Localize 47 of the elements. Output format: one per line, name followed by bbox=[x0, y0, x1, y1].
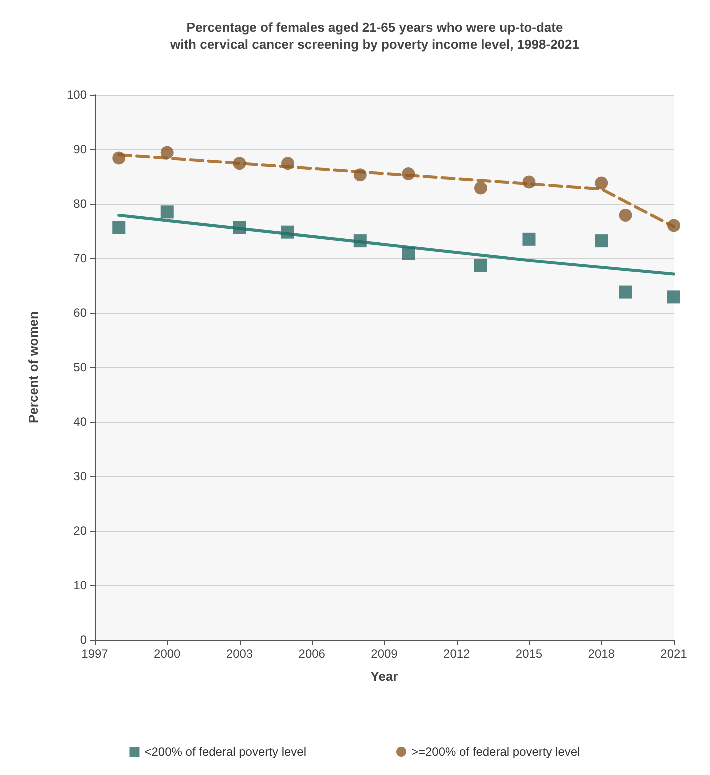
point bbox=[474, 182, 488, 195]
point bbox=[282, 226, 294, 239]
point bbox=[282, 157, 294, 170]
y-tick-label: 70 bbox=[74, 252, 88, 266]
point bbox=[595, 234, 608, 248]
point bbox=[112, 221, 126, 234]
legend-label: >=200% of federal poverty level bbox=[411, 745, 580, 759]
x-tick-label: 2015 bbox=[516, 647, 543, 661]
chart-title: Percentage of females aged 21-65 years who were up-to-date with cervical cancer screening by poverty income level, 1998-2021 bbox=[170, 20, 580, 52]
y-tick-label: 30 bbox=[74, 470, 88, 484]
x-axis-title: Year bbox=[370, 669, 398, 684]
point bbox=[474, 259, 488, 272]
x-tick-label: 2000 bbox=[154, 647, 182, 661]
point bbox=[160, 206, 174, 219]
y-tick-label: 0 bbox=[80, 633, 88, 647]
y-tick-label: 80 bbox=[74, 197, 88, 211]
point bbox=[522, 232, 536, 246]
y-tick-label: 10 bbox=[74, 578, 88, 592]
y-tick-label: 100 bbox=[66, 88, 88, 102]
point bbox=[619, 208, 632, 222]
point bbox=[402, 247, 416, 260]
point bbox=[354, 234, 367, 248]
point bbox=[112, 152, 126, 165]
y-tick-label: 20 bbox=[74, 524, 88, 538]
y-axis-title: Percent of women bbox=[26, 311, 41, 424]
point bbox=[233, 221, 246, 234]
point bbox=[595, 176, 608, 190]
point bbox=[354, 168, 367, 182]
legend-label: <200% of federal poverty level bbox=[144, 745, 306, 759]
point bbox=[233, 157, 246, 170]
y-tick-label: 90 bbox=[74, 142, 88, 156]
y-tick-label: 50 bbox=[74, 360, 88, 374]
y-tick-label: 60 bbox=[74, 306, 88, 320]
point bbox=[522, 176, 536, 189]
x-tick-label: 2003 bbox=[226, 647, 254, 661]
point bbox=[668, 290, 680, 304]
x-tick-label: 1997 bbox=[82, 647, 109, 661]
point bbox=[402, 168, 416, 181]
x-tick-label: 2009 bbox=[371, 647, 398, 661]
point bbox=[619, 286, 632, 299]
x-tick-label: 2012 bbox=[444, 647, 471, 661]
point bbox=[668, 219, 680, 232]
point bbox=[160, 146, 174, 160]
x-tick-label: 2006 bbox=[298, 647, 326, 661]
x-tick-label: 2021 bbox=[660, 647, 688, 661]
y-tick-label: 40 bbox=[74, 415, 88, 429]
x-tick-label: 2018 bbox=[588, 647, 616, 661]
